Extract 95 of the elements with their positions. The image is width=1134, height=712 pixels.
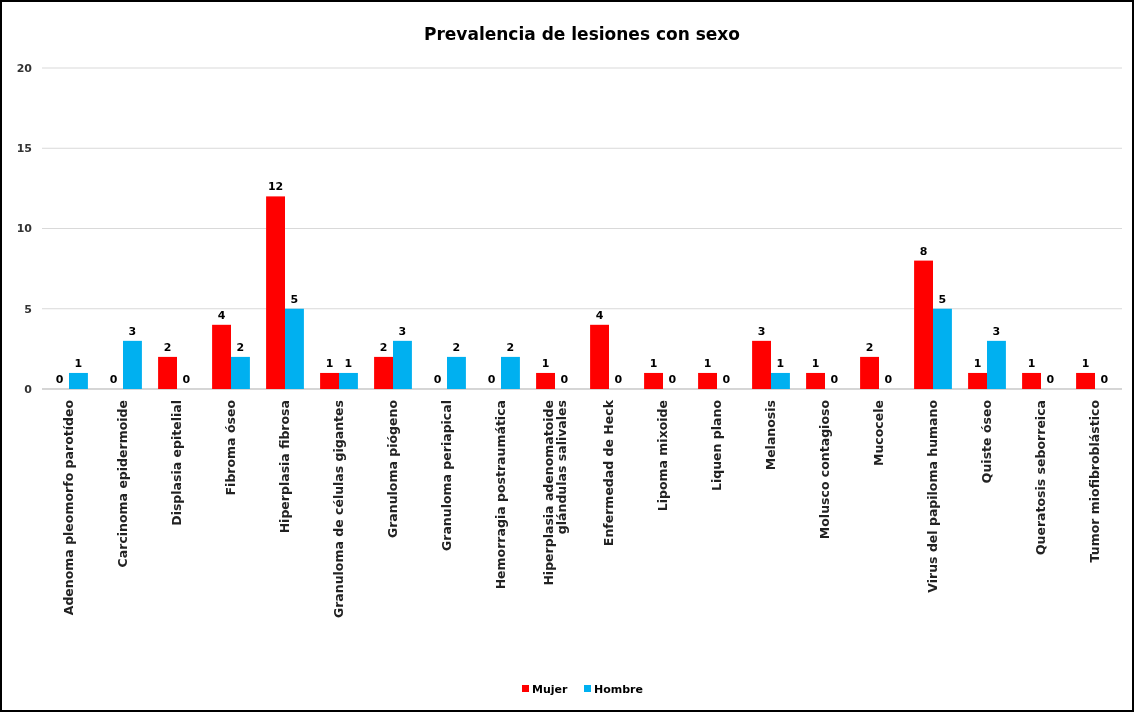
data-label: 2 xyxy=(506,340,515,354)
bar xyxy=(771,372,790,389)
bar xyxy=(806,372,825,389)
bar xyxy=(933,308,952,389)
data-label: 1 xyxy=(703,356,712,370)
data-label: 0 xyxy=(433,373,442,386)
data-label: 0 xyxy=(1046,373,1055,386)
data-label: 5 xyxy=(290,292,299,306)
data-label: 3 xyxy=(757,324,766,338)
bar xyxy=(69,372,88,389)
x-tick-label: Carcinoma epidermoide xyxy=(115,400,131,568)
bar xyxy=(231,356,250,389)
data-label: 3 xyxy=(398,324,407,338)
y-tick-label: 0 xyxy=(24,382,33,396)
data-label: 3 xyxy=(992,324,1001,338)
legend-label: Mujer xyxy=(532,683,569,697)
bar xyxy=(285,308,304,389)
data-label: 1 xyxy=(344,356,353,370)
y-tick-label: 20 xyxy=(16,61,33,75)
x-tick-label: Enfermedad de Heck xyxy=(601,399,617,547)
x-tick-label: Fibroma óseo xyxy=(223,399,239,496)
x-tick-label: Quiste óseo xyxy=(979,399,995,484)
bar xyxy=(536,372,555,389)
bar xyxy=(374,356,393,389)
bar xyxy=(860,356,879,389)
bar xyxy=(1076,372,1095,389)
data-label: 1 xyxy=(649,356,658,370)
x-tick-label: Hiperplasia adenomatoide glándulas salivales xyxy=(540,400,570,586)
x-tick-label: Hiperplasia fibrosa xyxy=(277,400,293,534)
data-label: 0 xyxy=(487,373,496,386)
x-tick-label: Queratosis seborreica xyxy=(1033,400,1049,556)
x-tick-label: Displasia epitelial xyxy=(169,400,185,526)
data-label: 0 xyxy=(830,373,839,386)
bar xyxy=(644,372,663,389)
data-label: 0 xyxy=(182,373,191,386)
data-label: 1 xyxy=(1081,356,1090,370)
data-label: 0 xyxy=(614,373,623,386)
x-tick-label: Granuloma de células gigantes xyxy=(331,400,347,619)
bar xyxy=(987,340,1006,389)
data-label: 12 xyxy=(267,180,284,194)
x-tick-label: Adenoma pleomorfo parotídeo xyxy=(61,399,77,616)
data-label: 0 xyxy=(722,373,731,386)
bar xyxy=(698,372,717,389)
x-tick-label: Virus del papiloma humano xyxy=(925,399,941,593)
bar xyxy=(212,324,231,389)
bar xyxy=(914,260,933,389)
data-label: 1 xyxy=(74,356,83,370)
x-tick-label: Tumor miofibroblástico xyxy=(1087,399,1103,563)
data-label: 5 xyxy=(938,292,947,306)
bar xyxy=(968,372,987,389)
bar xyxy=(266,196,285,389)
data-label: 0 xyxy=(55,373,64,386)
data-label: 1 xyxy=(811,356,820,370)
x-tick-label: Liquen plano xyxy=(709,399,725,491)
bar xyxy=(393,340,412,389)
x-tick-label: Granuloma periapical xyxy=(439,400,455,552)
data-label: 1 xyxy=(973,356,982,370)
legend-label: Hombre xyxy=(594,683,643,697)
data-label: 0 xyxy=(109,373,118,386)
data-label: 4 xyxy=(595,308,604,322)
data-label: 1 xyxy=(776,356,785,370)
bar xyxy=(1022,372,1041,389)
bar xyxy=(501,356,520,389)
data-label: 1 xyxy=(325,356,334,370)
y-tick-label: 15 xyxy=(16,142,32,156)
x-tick-label: Lipoma mixoide xyxy=(655,400,671,512)
data-label: 2 xyxy=(236,340,245,354)
y-tick-label: 5 xyxy=(24,302,32,316)
bar xyxy=(752,340,771,389)
data-label: 2 xyxy=(865,340,874,354)
data-label: 0 xyxy=(668,373,677,386)
data-label: 3 xyxy=(128,324,137,338)
data-label: 8 xyxy=(919,244,928,258)
x-tick-label: Molusco contagioso xyxy=(817,399,833,540)
bar xyxy=(590,324,609,389)
data-label: 1 xyxy=(1027,356,1036,370)
data-label: 2 xyxy=(379,340,388,354)
bar xyxy=(158,356,177,389)
data-label: 1 xyxy=(541,356,550,370)
bar xyxy=(320,372,339,389)
bar xyxy=(447,356,466,389)
y-tick-label: 10 xyxy=(16,222,33,236)
data-label: 2 xyxy=(163,340,172,354)
bar xyxy=(123,340,142,389)
chart-title: Prevalencia de lesiones con sexo xyxy=(423,24,741,44)
x-tick-label: Hemorragia postraumática xyxy=(493,400,509,590)
data-label: 4 xyxy=(217,308,226,322)
data-label: 2 xyxy=(452,340,461,354)
bar xyxy=(339,372,358,389)
x-tick-label: Granuloma piógeno xyxy=(385,399,401,539)
data-label: 0 xyxy=(1100,373,1109,386)
x-tick-label: Melanosis xyxy=(763,400,779,471)
data-label: 0 xyxy=(884,373,893,386)
data-label: 0 xyxy=(560,373,569,386)
x-tick-label: Mucocele xyxy=(871,400,887,466)
